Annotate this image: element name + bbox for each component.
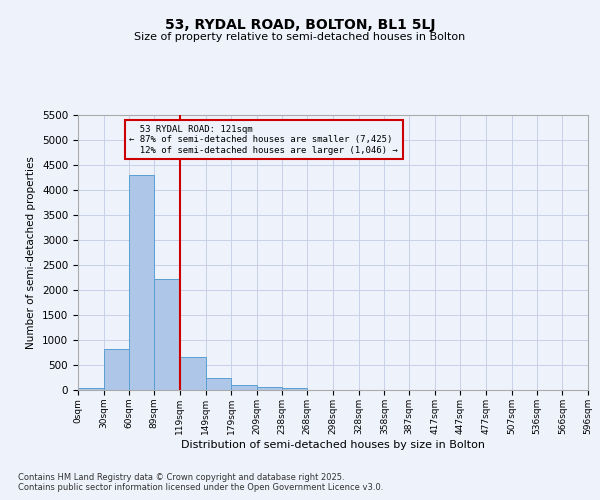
Bar <box>257 387 281 390</box>
Bar <box>154 278 180 390</box>
Bar <box>130 175 154 390</box>
Bar <box>281 388 307 390</box>
Text: 53 RYDAL ROAD: 121sqm
← 87% of semi-detached houses are smaller (7,425)
  12% of: 53 RYDAL ROAD: 121sqm ← 87% of semi-deta… <box>130 125 398 155</box>
X-axis label: Distribution of semi-detached houses by size in Bolton: Distribution of semi-detached houses by … <box>181 440 485 450</box>
Bar <box>231 384 257 390</box>
Text: 53, RYDAL ROAD, BOLTON, BL1 5LJ: 53, RYDAL ROAD, BOLTON, BL1 5LJ <box>165 18 435 32</box>
Y-axis label: Number of semi-detached properties: Number of semi-detached properties <box>26 156 37 349</box>
Text: Size of property relative to semi-detached houses in Bolton: Size of property relative to semi-detach… <box>134 32 466 42</box>
Bar <box>205 378 231 390</box>
Text: Contains HM Land Registry data © Crown copyright and database right 2025.
Contai: Contains HM Land Registry data © Crown c… <box>18 473 383 492</box>
Bar <box>180 356 205 390</box>
Bar <box>104 348 130 390</box>
Bar <box>78 388 104 390</box>
